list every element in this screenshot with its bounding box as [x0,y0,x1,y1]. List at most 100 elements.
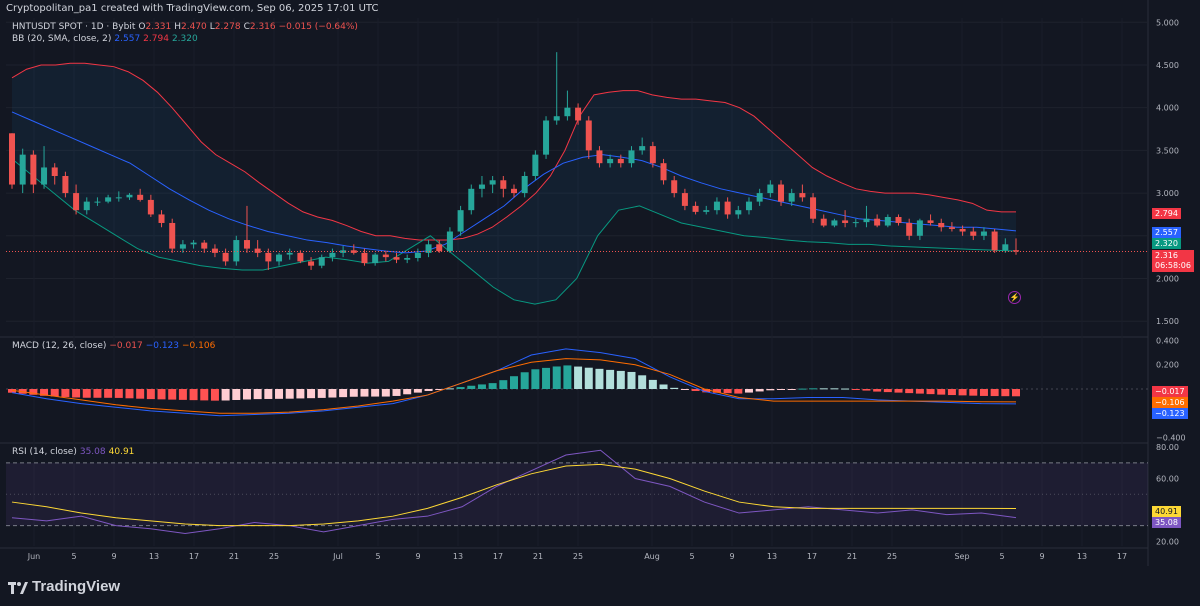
macd-legend[interactable]: MACD (12, 26, close) −0.017 −0.123 −0.106 [12,341,218,351]
macd-histogram-bar [979,389,988,396]
price-tick-label: 2.000 [1156,274,1179,283]
close-price-label: 2.316 06:58:06 [1152,250,1194,272]
close-value: 2.316 [249,22,276,32]
bb-lower-price-label: 2.320 [1152,238,1181,249]
candle-body [810,197,817,219]
time-tick-label: 21 [847,552,857,561]
symbol-label[interactable]: HNTUSDT SPOT · 1D · Bybit [12,22,136,32]
candle-body [692,205,699,212]
macd-histogram-bar [531,369,540,389]
candle-body [179,244,186,249]
candle-body [361,252,368,264]
candle-body [628,150,635,164]
candle-body [265,252,272,262]
candle-body [169,222,176,249]
macd-histogram-bar [659,384,668,389]
candle-body [308,261,315,266]
macd-histogram-bar [883,389,892,393]
time-tick-label: Sep [954,552,969,561]
macd-signal-line [11,358,1017,414]
macd-histogram-bar [798,388,807,390]
macd-histogram-bar [627,371,636,389]
bb-legend[interactable]: BB (20, SMA, close, 2) 2.557 2.794 2.320 [12,34,201,44]
macd-histogram-bar [8,389,16,393]
macd-histogram-bar [50,389,59,397]
macd-histogram-bar [242,389,251,400]
macd-histogram-bar [777,389,786,390]
rsi-band-fill [6,462,1148,526]
lightning-icon[interactable]: ⚡ [1008,291,1021,304]
price-legend: HNTUSDT SPOT · 1D · Bybit O2.331 H2.470 L2.… [12,22,361,32]
candle-body [991,231,998,251]
macd-histogram-bar [616,370,625,389]
macd-histogram-bar [435,389,444,390]
candle-body [916,220,923,236]
time-tick-label: 21 [533,552,543,561]
macd-histogram-bar [894,389,903,393]
macd-signal-price-label: −0.106 [1152,397,1188,408]
time-tick-label: 5 [71,552,76,561]
high-label: H [174,22,182,32]
chart-background [0,0,1200,566]
bb-upper-value: 2.794 [143,34,169,44]
time-tick-label: 21 [229,552,239,561]
macd-hist-value: −0.017 [109,341,143,351]
candle-body [596,150,603,164]
rsi-legend[interactable]: RSI (14, close) 35.08 40.91 [12,447,137,457]
time-tick-label: 5 [999,552,1004,561]
candle-body [649,146,656,164]
bb-lower-line [11,158,1017,305]
macd-histogram-bar [467,385,476,389]
time-tick-label: 17 [493,552,503,561]
candle-body [660,163,667,181]
macd-histogram-bar [862,389,871,391]
macd-histogram-bar [168,389,177,400]
tradingview-logo[interactable]: TradingView [8,578,120,595]
macd-histogram-bar [809,388,818,390]
candle-body [318,257,325,266]
candle-body [286,252,293,255]
candle-body [852,222,859,224]
price-tick-label: 4.500 [1156,61,1179,70]
candle-body [211,248,218,253]
macd-histogram-bar [136,389,145,399]
candle-body [906,222,913,236]
macd-histogram-bar [477,384,486,389]
macd-tick-label: −0.400 [1156,434,1186,443]
candle-body [276,254,283,262]
candle-body [948,227,955,229]
time-tick-label: Jul [332,552,343,561]
macd-histogram-bar [146,389,155,400]
candle-body [959,228,966,232]
candle-body [938,222,945,228]
chart-canvas[interactable]: 5.0004.5004.0003.5003.0002.5002.0001.500… [0,0,1200,566]
macd-histogram-bar [499,380,508,389]
created-caption: Cryptopolitan_pa1 created with TradingVi… [6,3,379,14]
candle-body [9,133,15,185]
time-tick-label: 9 [729,552,734,561]
bar-countdown: 06:58:06 [1155,261,1191,270]
candle-body [874,218,881,226]
candle-body [201,242,208,249]
low-value: 2.278 [214,22,241,32]
candle-body [970,231,977,236]
macd-histogram-bar [510,376,518,389]
tradingview-logo-icon [8,581,28,594]
candle-body [617,158,624,164]
candle-body [767,184,774,194]
candle-body [778,184,785,202]
macd-histogram-bar [670,387,679,389]
candle-body [478,184,485,189]
macd-histogram-bar [905,389,914,394]
candle-body [329,252,336,258]
candle-body [735,210,742,215]
bb-name: BB (20, SMA, close, 2) [12,34,112,44]
candle-body [1002,244,1009,251]
candle-body [863,218,870,223]
candle-body [446,231,453,252]
rsi-tick-label: 60.00 [1156,475,1179,484]
candle-body [831,220,838,226]
macd-histogram-bar [552,366,561,389]
macd-histogram-bar [947,389,956,396]
macd-histogram-bar [830,388,839,390]
